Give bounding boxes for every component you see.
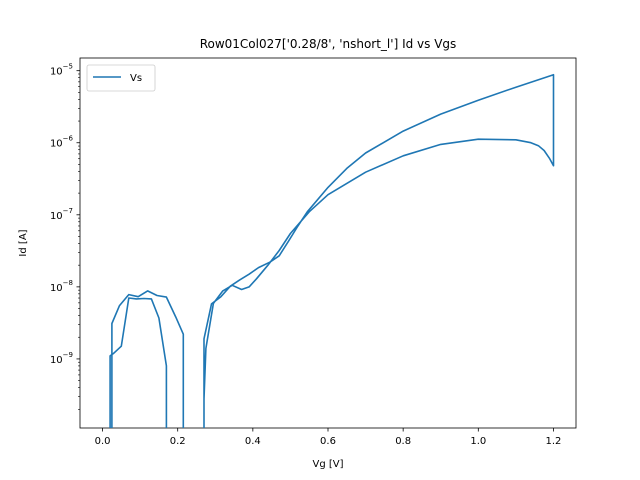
x-tick-label: 0.6: [320, 436, 336, 447]
legend-entry-vs: Vs: [130, 73, 142, 84]
x-tick-label: 1.0: [470, 436, 486, 447]
series-group: [109, 73, 555, 428]
chart-title: Row01Col027['0.28/8', 'nshort_l'] Id vs …: [200, 37, 457, 51]
y-tick-label: 10−5: [50, 63, 73, 78]
series-line-vs: [109, 73, 555, 428]
legend-box: [86, 64, 156, 92]
x-axis: 0.0 0.2 0.4 0.6 0.8 1.0 1.2: [95, 428, 562, 447]
y-axis: 10−9 10−8 10−7 10−6 10−5: [50, 63, 80, 410]
plot-frame: [79, 57, 577, 429]
x-tick-label: 0.0: [95, 436, 111, 447]
x-tick-label: 1.2: [546, 436, 562, 447]
y-axis-label: Id [A]: [18, 229, 29, 256]
x-tick-label: 0.8: [395, 436, 411, 447]
x-axis-label: Vg [V]: [312, 459, 343, 470]
y-tick-label: 10−8: [50, 279, 73, 294]
y-tick-label: 10−6: [50, 135, 74, 150]
x-tick-label: 0.2: [170, 436, 186, 447]
y-tick-label: 10−9: [50, 351, 73, 366]
x-tick-label: 0.4: [245, 436, 261, 447]
legend: Vs: [86, 64, 156, 92]
y-tick-label: 10−7: [50, 207, 73, 222]
